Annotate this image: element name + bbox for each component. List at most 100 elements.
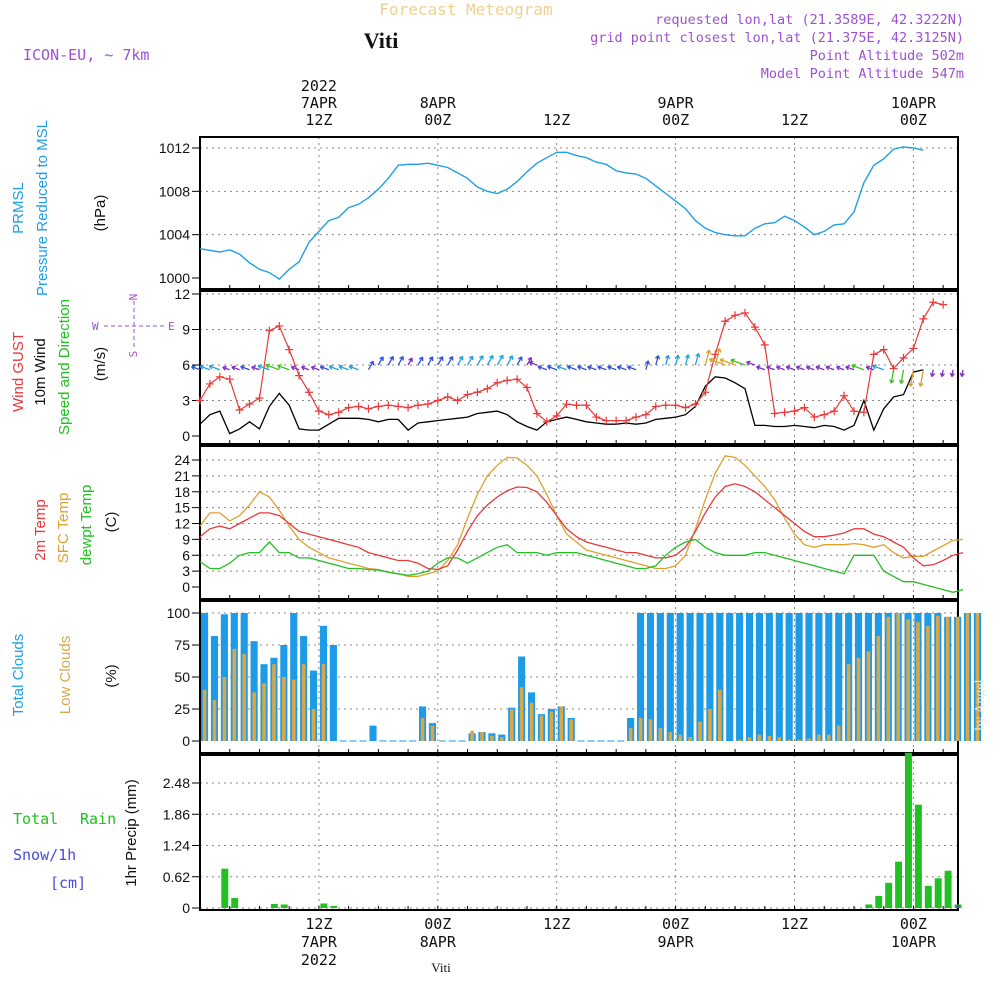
- gust-marker: [384, 401, 393, 410]
- gust-marker: [542, 417, 551, 426]
- gust-marker: [820, 410, 829, 419]
- gust-marker: [493, 378, 502, 387]
- watermark: by Angel: [973, 679, 988, 730]
- gust-marker: [800, 403, 809, 412]
- wind-arrow-head: [231, 365, 236, 371]
- wind-arrow-head: [730, 358, 735, 364]
- low-cloud-bar: [500, 737, 504, 741]
- gust-marker: [285, 345, 294, 354]
- wind-arrow: [516, 356, 523, 366]
- dewpt-label: dewpt Temp: [78, 485, 95, 566]
- wind-arrow: [815, 366, 825, 371]
- snow-bar: [956, 904, 960, 908]
- low-cloud-bar: [787, 739, 791, 741]
- wind-arrow-head: [616, 365, 622, 371]
- wind-arrow: [709, 358, 726, 366]
- model-altitude: Model Point Altitude 547m: [761, 66, 964, 82]
- total-cloud-bar: [686, 613, 694, 741]
- pressure-label: Pressure Reduced to MSL: [34, 120, 51, 296]
- panel-frame: [199, 136, 959, 290]
- gust-marker: [770, 409, 779, 418]
- wind-arrow: [900, 369, 905, 384]
- y-tick-label: 6: [182, 357, 190, 373]
- wind-arrow-head: [684, 354, 690, 359]
- panel-2: 0 3 6 9 12: [174, 286, 959, 445]
- wind-arrow-head: [705, 349, 712, 355]
- low-cloud-bar: [232, 648, 237, 741]
- gust-marker: [750, 323, 759, 332]
- wind-arrow: [348, 365, 359, 371]
- low-cloud-bar: [480, 732, 484, 741]
- low-cloud-bar: [955, 616, 960, 741]
- wind-arrow-head: [199, 364, 204, 370]
- panel-5: 0 0.62 1.24 1.86 2.48: [163, 754, 959, 916]
- wind-arrow: [806, 366, 815, 371]
- low-cloud-bar: [242, 653, 246, 741]
- bottom-axis-label: 2022: [301, 951, 337, 969]
- low-cloud-bar: [252, 692, 256, 741]
- wind-unit: (m/s): [92, 347, 109, 381]
- clouds-unit: (%): [103, 664, 120, 687]
- wind-arrow-head: [587, 365, 592, 371]
- low-cloud-bar: [272, 664, 276, 741]
- wind-arrow-head: [556, 364, 562, 370]
- gust-marker: [740, 308, 749, 317]
- gust-marker: [869, 350, 878, 359]
- low-cloud-bar: [945, 616, 950, 741]
- wind-arrow: [694, 353, 700, 366]
- pressure-labels: PRMSL Pressure Reduced to MSL (hPa): [10, 120, 109, 296]
- wind-arrow: [496, 354, 504, 366]
- gust-marker: [552, 411, 561, 420]
- low-cloud-bar: [559, 706, 564, 741]
- y-tick-label: 12: [174, 516, 190, 532]
- gust-marker: [245, 400, 254, 409]
- low-cloud-bar: [975, 613, 980, 741]
- wind-arrow: [719, 358, 736, 366]
- wind-arrow: [796, 366, 805, 371]
- gust-marker: [344, 403, 353, 412]
- wind-arrow: [466, 355, 474, 366]
- low-cloud-bar: [212, 700, 217, 741]
- gust-marker: [304, 388, 313, 397]
- gust-marker: [810, 413, 819, 422]
- total-cloud-bar: [646, 613, 655, 741]
- wind-arrow-head: [918, 382, 924, 387]
- low-cloud-bar: [965, 613, 970, 741]
- bottom-axis-label: 10APR: [891, 933, 937, 951]
- gust-marker: [443, 392, 452, 401]
- y-tick-label: 15: [174, 500, 190, 516]
- wind-arrow: [529, 361, 538, 366]
- wind-arrow-head: [499, 354, 504, 360]
- total-cloud-bar: [765, 613, 773, 741]
- low-cloud-bar: [282, 677, 286, 741]
- wind-arrow: [320, 366, 330, 371]
- gust-marker: [364, 404, 373, 413]
- wind-label: 10m Wind: [32, 338, 49, 406]
- wind-arrow: [209, 365, 221, 371]
- gust-marker: [919, 314, 928, 323]
- y-tick-label: 2.48: [163, 775, 190, 791]
- wind-arrow: [704, 349, 710, 366]
- wind-arrow-head: [865, 365, 871, 371]
- wind-arrow-head: [566, 364, 572, 370]
- gust-marker: [721, 317, 730, 326]
- low-cloud-bar: [658, 728, 663, 741]
- y-tick-label: 1.24: [163, 838, 190, 854]
- low-cloud-bar: [866, 651, 871, 741]
- gust-marker: [780, 408, 789, 417]
- wind-arrow: [311, 366, 320, 371]
- bottom-axis-label: 00Z: [424, 915, 451, 933]
- y-tick-label: 21: [174, 468, 190, 484]
- gust-marker: [731, 311, 740, 320]
- wind-arrow: [251, 366, 260, 371]
- gust-marker: [641, 410, 650, 419]
- low-cloud-bar: [519, 687, 524, 741]
- total-cloud-bar: [795, 613, 803, 741]
- low-cloud-bar: [876, 636, 881, 741]
- gust-marker: [205, 379, 214, 388]
- low-cloud-bar: [668, 732, 673, 741]
- wind-arrow: [845, 366, 855, 371]
- wind-arrow-head: [716, 348, 722, 353]
- wind-arrow-head: [825, 365, 831, 371]
- gust-marker: [215, 372, 224, 381]
